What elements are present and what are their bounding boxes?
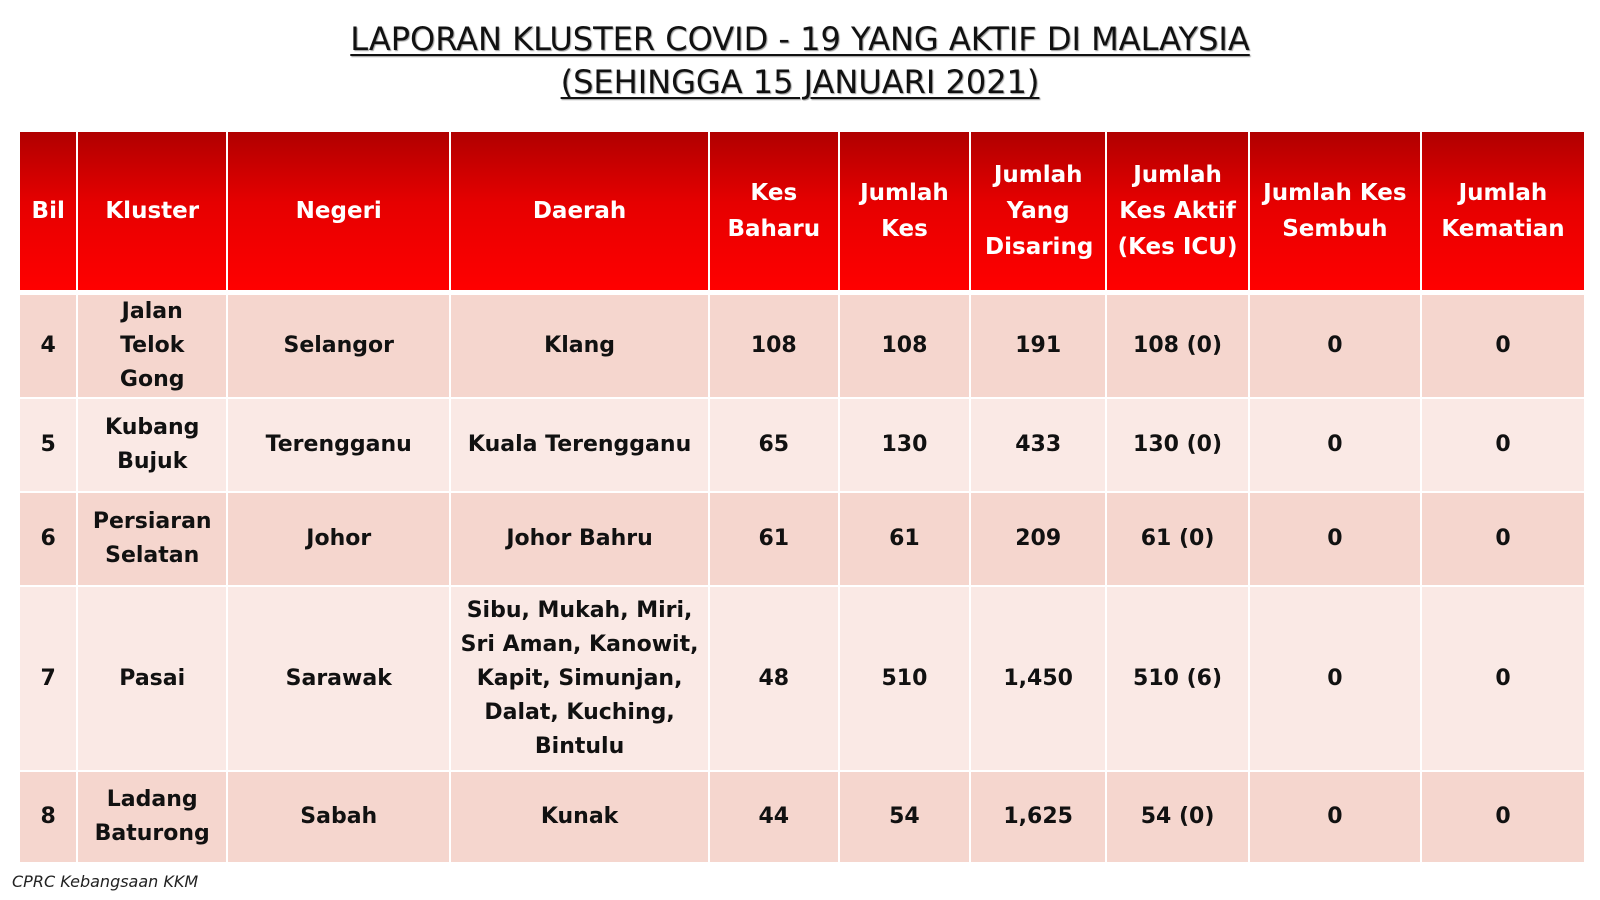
header-bil: Bil <box>17 130 79 295</box>
cell-jumlah-disaring: 433 <box>969 397 1108 493</box>
cell-jumlah-kes-aktif: 130 (0) <box>1105 397 1250 493</box>
cell-jumlah-kematian: 0 <box>1419 291 1587 399</box>
cell-kluster: Ladang Baturong <box>76 770 229 864</box>
cell-jumlah-kes-sembuh: 0 <box>1247 491 1422 587</box>
cell-kes-baharu: 44 <box>707 770 840 864</box>
cell-jumlah-kes-sembuh: 0 <box>1247 770 1422 864</box>
cell-bil: 7 <box>17 585 79 772</box>
cell-kes-baharu: 48 <box>707 585 840 772</box>
cell-kluster: Kubang Bujuk <box>76 397 229 493</box>
cell-bil: 4 <box>17 291 79 399</box>
cell-negeri: Johor <box>226 491 452 587</box>
header-jumlah-kematian: Jumlah Kematian <box>1419 130 1587 295</box>
cell-bil: 8 <box>17 770 79 864</box>
cell-jumlah-kes: 130 <box>837 397 972 493</box>
cell-kes-baharu: 61 <box>707 491 840 587</box>
table-row: 8 Ladang Baturong Sabah Kunak 44 54 1,62… <box>17 770 1587 864</box>
cell-bil: 6 <box>17 491 79 587</box>
cell-jumlah-disaring: 191 <box>969 291 1108 399</box>
header-kluster: Kluster <box>76 130 229 295</box>
header-jumlah-kes-sembuh: Jumlah Kes Sembuh <box>1247 130 1422 295</box>
cell-jumlah-kes-aktif: 54 (0) <box>1105 770 1250 864</box>
cell-negeri: Terengganu <box>226 397 452 493</box>
cell-kes-baharu: 108 <box>707 291 840 399</box>
cell-jumlah-disaring: 209 <box>969 491 1108 587</box>
header-kes-baharu: Kes Baharu <box>707 130 840 295</box>
cell-negeri: Sabah <box>226 770 452 864</box>
cell-jumlah-disaring: 1,450 <box>969 585 1108 772</box>
title-line-2: (SEHINGGA 15 JANUARI 2021) <box>560 63 1040 101</box>
cell-kluster: Pasai <box>76 585 229 772</box>
table-row: 6 Persiaran Selatan Johor Johor Bahru 61… <box>17 491 1587 587</box>
cell-jumlah-kes: 510 <box>837 585 972 772</box>
cell-jumlah-kes: 61 <box>837 491 972 587</box>
cell-daerah: Sibu, Mukah, Miri, Sri Aman, Kanowit, Ka… <box>449 585 710 772</box>
cell-kes-baharu: 65 <box>707 397 840 493</box>
cell-jumlah-kes-sembuh: 0 <box>1247 585 1422 772</box>
cell-kluster: Persiaran Selatan <box>76 491 229 587</box>
page-title: LAPORAN KLUSTER COVID - 19 YANG AKTIF DI… <box>0 18 1600 104</box>
header-negeri: Negeri <box>226 130 452 295</box>
cell-jumlah-kes: 54 <box>837 770 972 864</box>
cell-jumlah-kematian: 0 <box>1419 585 1587 772</box>
cell-daerah: Johor Bahru <box>449 491 710 587</box>
header-jumlah-kes-aktif: Jumlah Kes Aktif (Kes ICU) <box>1105 130 1250 295</box>
header-jumlah-kes: Jumlah Kes <box>837 130 972 295</box>
table-row: 7 Pasai Sarawak Sibu, Mukah, Miri, Sri A… <box>17 585 1587 772</box>
title-line-1: LAPORAN KLUSTER COVID - 19 YANG AKTIF DI… <box>350 20 1250 58</box>
cell-jumlah-kes-sembuh: 0 <box>1247 397 1422 493</box>
cell-jumlah-kes-aktif: 61 (0) <box>1105 491 1250 587</box>
cell-daerah: Klang <box>449 291 710 399</box>
table-row: 4 Jalan Telok Gong Selangor Klang 108 10… <box>17 291 1587 399</box>
cluster-table: Bil Kluster Negeri Daerah Kes Baharu Jum… <box>17 130 1587 864</box>
table-row: 5 Kubang Bujuk Terengganu Kuala Terengga… <box>17 397 1587 493</box>
cell-jumlah-kes-sembuh: 0 <box>1247 291 1422 399</box>
cell-jumlah-disaring: 1,625 <box>969 770 1108 864</box>
cell-jumlah-kematian: 0 <box>1419 397 1587 493</box>
cell-jumlah-kes: 108 <box>837 291 972 399</box>
header-jumlah-disaring: Jumlah Yang Disaring <box>969 130 1108 295</box>
cell-jumlah-kematian: 0 <box>1419 770 1587 864</box>
cell-bil: 5 <box>17 397 79 493</box>
cell-jumlah-kes-aktif: 108 (0) <box>1105 291 1250 399</box>
table-header-row: Bil Kluster Negeri Daerah Kes Baharu Jum… <box>17 130 1587 295</box>
header-daerah: Daerah <box>449 130 710 295</box>
cell-kluster: Jalan Telok Gong <box>76 291 229 399</box>
cell-jumlah-kes-aktif: 510 (6) <box>1105 585 1250 772</box>
cell-negeri: Sarawak <box>226 585 452 772</box>
cell-daerah: Kunak <box>449 770 710 864</box>
cell-daerah: Kuala Terengganu <box>449 397 710 493</box>
source-footer: CPRC Kebangsaan KKM <box>12 872 199 891</box>
cell-jumlah-kematian: 0 <box>1419 491 1587 587</box>
cell-negeri: Selangor <box>226 291 452 399</box>
